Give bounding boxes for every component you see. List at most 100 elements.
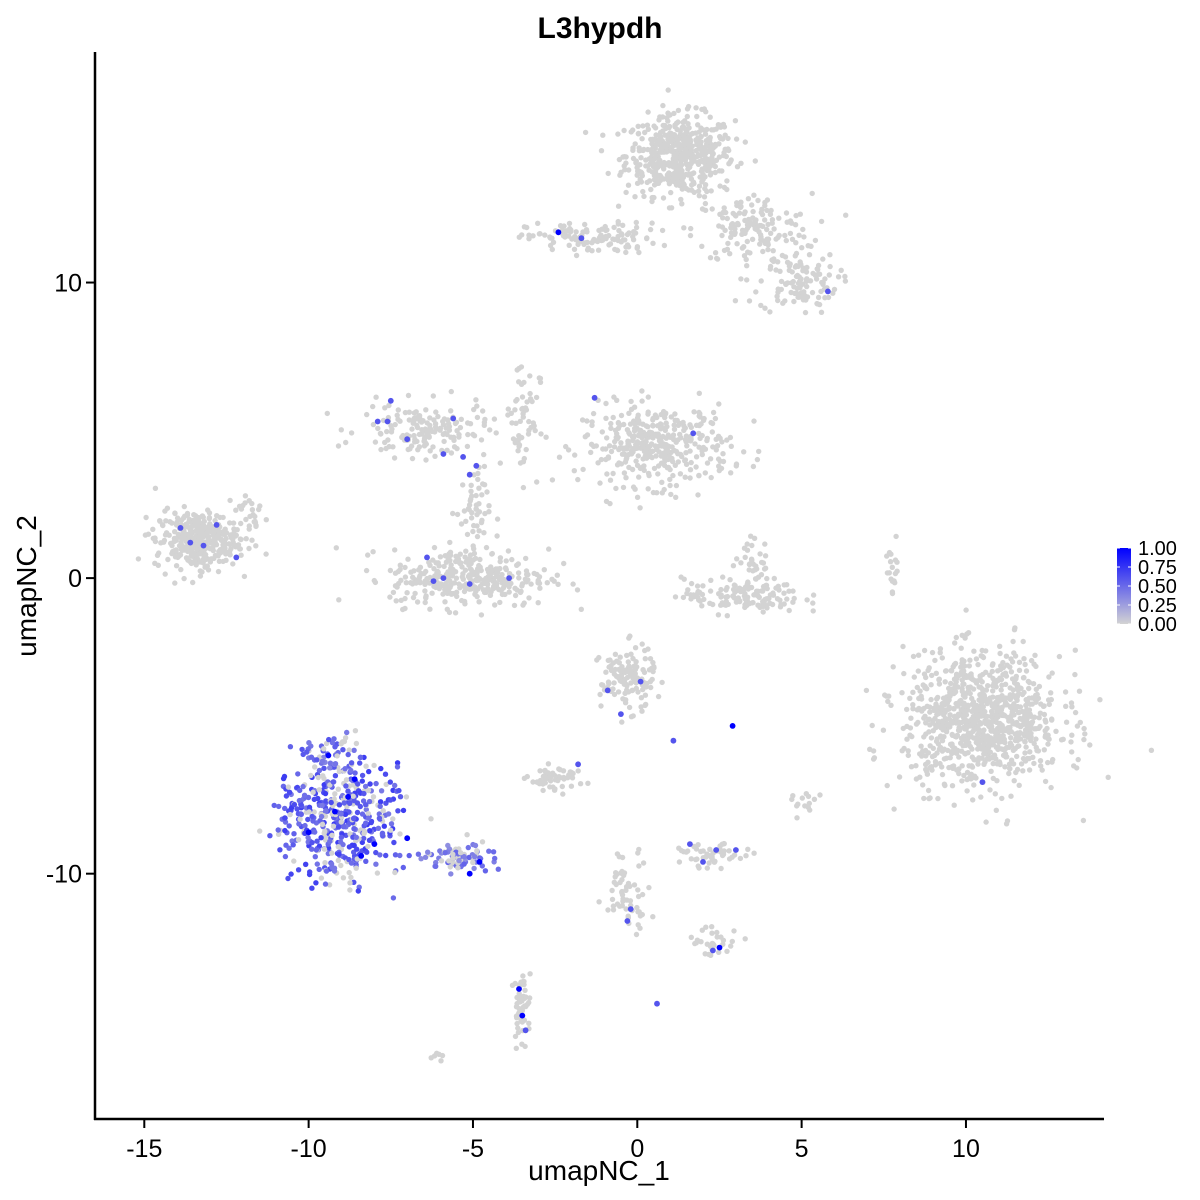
cell-point [677, 471, 684, 477]
cell-point [664, 115, 670, 121]
cell-point [670, 434, 676, 441]
cell-point [397, 566, 403, 573]
cell-point [286, 823, 292, 829]
cell-point [986, 696, 992, 702]
cell-point [447, 539, 453, 546]
cell-point [353, 865, 359, 871]
cell-point [644, 235, 650, 242]
cell-point [484, 489, 490, 495]
cell-point [983, 737, 989, 743]
cell-point [524, 571, 530, 578]
cell-point [1026, 685, 1032, 692]
cell-point [726, 848, 732, 854]
cell-point [686, 135, 693, 142]
cell-point [318, 813, 325, 820]
cell-point [605, 455, 612, 461]
cell-point [715, 433, 722, 439]
cell-point [243, 536, 249, 542]
cell-point [615, 131, 621, 137]
expressing-cell-point [305, 829, 312, 836]
cell-point [799, 795, 805, 801]
cell-point [238, 506, 245, 512]
cell-point [299, 746, 305, 753]
cell-point [746, 298, 753, 304]
expressing-cell-point [424, 554, 430, 561]
cell-point [357, 760, 363, 766]
cell-point [406, 852, 412, 859]
cell-point [471, 472, 477, 478]
cell-point [708, 419, 714, 426]
cell-point [647, 429, 653, 436]
cell-point [330, 823, 337, 829]
cell-point [530, 779, 536, 785]
cell-point [514, 367, 520, 373]
cell-point [1042, 778, 1049, 785]
cell-point [372, 439, 379, 445]
cell-point [978, 721, 984, 727]
cell-point [482, 510, 488, 517]
cell-point [668, 189, 674, 196]
cell-point [744, 541, 750, 547]
cell-point [626, 669, 632, 675]
cell-point [238, 520, 244, 527]
cell-point [928, 696, 934, 703]
cell-point [287, 811, 293, 818]
cell-point [808, 243, 814, 249]
cell-point [703, 924, 709, 930]
cell-point [544, 580, 550, 586]
cell-point [455, 865, 461, 871]
cell-point [804, 597, 810, 603]
expressing-cell-point [516, 986, 522, 992]
cell-point [291, 801, 298, 808]
cell-point [999, 682, 1005, 688]
cell-point [615, 689, 622, 695]
cell-point [246, 545, 252, 552]
cell-point [413, 409, 419, 415]
cell-point [584, 432, 591, 438]
cell-point [942, 668, 949, 674]
cell-point [737, 204, 744, 210]
cell-point [768, 230, 774, 236]
cell-point [640, 123, 646, 129]
cell-point [473, 492, 479, 499]
cell-point [724, 215, 730, 222]
cell-point [737, 598, 743, 605]
cell-point [630, 145, 636, 151]
cell-point [702, 131, 709, 137]
cell-point [929, 753, 936, 760]
cell-point [451, 580, 458, 586]
cell-point [701, 596, 707, 603]
cell-point [790, 793, 796, 799]
cell-point [162, 508, 168, 514]
cell-point [1037, 758, 1044, 764]
cell-point [502, 579, 508, 585]
cell-point [343, 783, 349, 789]
cell-point [670, 176, 676, 182]
cell-point [660, 128, 666, 134]
cell-point [563, 443, 569, 450]
chart-title: L3hypdh [538, 12, 663, 45]
cell-point [319, 758, 326, 764]
cell-point [436, 583, 442, 589]
cell-point [952, 660, 959, 667]
cell-point [308, 754, 315, 760]
cell-point [1075, 756, 1081, 763]
cell-point [227, 552, 233, 558]
cell-point [952, 689, 959, 695]
cell-point [696, 409, 702, 416]
cell-point [645, 109, 651, 115]
cell-point [408, 569, 414, 575]
cell-point [494, 533, 500, 539]
cell-point [910, 689, 916, 695]
cell-point [433, 863, 439, 869]
cell-point [443, 571, 450, 577]
cell-point [470, 431, 476, 438]
cell-point [818, 218, 825, 225]
cell-point [732, 298, 739, 304]
cell-point [150, 526, 156, 532]
cell-point [994, 778, 1000, 784]
cell-point [519, 583, 525, 589]
cell-point [920, 782, 926, 788]
cell-point [911, 674, 917, 680]
cell-point [990, 675, 996, 682]
